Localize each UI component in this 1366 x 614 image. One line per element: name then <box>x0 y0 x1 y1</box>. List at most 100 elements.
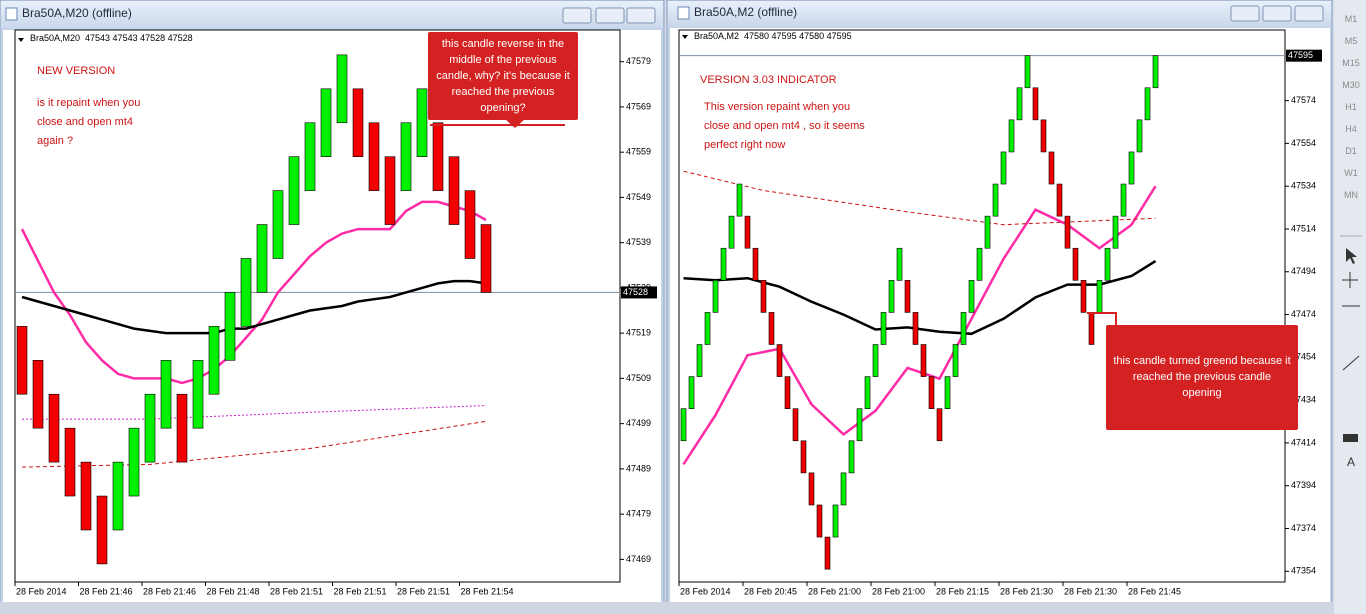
candle <box>272 190 284 259</box>
candle <box>160 359 172 429</box>
close-button[interactable] <box>1294 5 1324 22</box>
collapse-arrow[interactable] <box>682 35 688 39</box>
candle <box>1048 151 1055 185</box>
candle <box>840 472 847 506</box>
x-tick-label: 28 Feb 21:15 <box>936 586 989 596</box>
chart-header: Bra50A,M20 47543 47543 47528 47528 <box>30 33 193 43</box>
candle <box>776 344 783 377</box>
note-title: VERSION 3.03 INDICATOR <box>700 74 837 86</box>
minimize-button[interactable] <box>562 7 592 24</box>
timeframe-button[interactable]: M15 <box>1342 58 1360 68</box>
channel-tool[interactable] <box>1343 434 1358 442</box>
y-tick-label: 47559 <box>626 147 651 157</box>
timeframe-button[interactable]: W1 <box>1344 168 1358 178</box>
x-tick-label: 28 Feb 21:46 <box>80 586 133 596</box>
candle <box>1096 280 1103 313</box>
candle <box>936 408 943 442</box>
cursor-tool[interactable] <box>1346 248 1357 264</box>
candle <box>1112 215 1119 249</box>
candle <box>368 122 380 191</box>
restore-button[interactable] <box>595 7 625 24</box>
candle <box>1064 215 1071 249</box>
candle <box>680 408 687 442</box>
candle <box>808 472 815 506</box>
window-title: Bra50A,M2 (offline) <box>694 5 798 19</box>
candle <box>176 393 188 463</box>
trendline-tool[interactable] <box>1342 355 1360 371</box>
candle <box>352 88 364 157</box>
timeframe-button[interactable]: H1 <box>1345 102 1357 112</box>
candle <box>320 88 332 157</box>
candle <box>1032 87 1039 121</box>
minimize-button[interactable] <box>1230 5 1260 22</box>
indicator-line <box>683 170 1156 226</box>
candle <box>872 344 879 377</box>
candle <box>480 224 492 293</box>
candle <box>224 292 236 361</box>
y-tick-label: 47454 <box>1291 352 1316 362</box>
candle <box>760 280 767 313</box>
candle <box>712 280 719 313</box>
current-price-box <box>1286 49 1322 62</box>
collapse-arrow[interactable] <box>18 38 24 42</box>
note-title: NEW VERSION <box>37 65 116 77</box>
candle <box>1144 87 1151 121</box>
candle <box>384 156 396 225</box>
candle <box>992 183 999 217</box>
text-tool[interactable]: A <box>1347 455 1355 469</box>
side-toolbar <box>1334 0 1366 614</box>
candle <box>904 280 911 313</box>
candle <box>48 393 60 463</box>
candle <box>1088 312 1095 345</box>
x-tick-label: 28 Feb 21:46 <box>143 586 196 596</box>
timeframe-button[interactable]: MN <box>1344 190 1358 200</box>
y-tick-label: 47434 <box>1291 395 1316 405</box>
candle <box>912 312 919 345</box>
candle <box>832 504 839 538</box>
callout-pointer <box>1087 312 1117 325</box>
window-icon <box>677 6 690 20</box>
candle <box>728 215 735 249</box>
y-tick-label: 47579 <box>626 56 651 66</box>
current-price-label: 47528 <box>623 287 648 297</box>
candle <box>952 344 959 377</box>
candle <box>688 376 695 409</box>
crosshair-tool[interactable] <box>1342 272 1358 288</box>
y-tick-label: 47374 <box>1291 523 1316 533</box>
candle <box>784 376 791 409</box>
callout: this candle turned greend because it rea… <box>1106 325 1298 430</box>
timeframe-button[interactable]: M1 <box>1344 14 1358 24</box>
candle <box>432 122 444 191</box>
candle <box>144 393 156 463</box>
timeframe-button[interactable]: H4 <box>1345 124 1357 134</box>
candle <box>704 312 711 345</box>
candle <box>800 440 807 474</box>
y-tick-label: 47569 <box>626 101 651 111</box>
candle <box>744 215 751 249</box>
candle <box>112 461 124 531</box>
restore-button[interactable] <box>1262 5 1292 22</box>
x-tick-label: 28 Feb 21:51 <box>270 586 323 596</box>
candle <box>928 376 935 409</box>
plot-group <box>679 55 1285 570</box>
candle <box>1040 119 1047 153</box>
x-tick-label: 28 Feb 20:45 <box>744 586 797 596</box>
x-tick-label: 28 Feb 21:00 <box>808 586 861 596</box>
timeframe-button[interactable]: M5 <box>1344 36 1358 46</box>
candle <box>1136 119 1143 153</box>
candle <box>960 312 967 345</box>
y-tick-label: 47499 <box>626 418 651 428</box>
candle <box>1120 183 1127 217</box>
timeframe-button[interactable]: M30 <box>1342 80 1360 90</box>
note-text: is it repaint when you close and open mt… <box>37 97 141 147</box>
y-tick-label: 47549 <box>626 192 651 202</box>
x-tick-label: 28 Feb 2014 <box>16 586 67 596</box>
timeframe-button[interactable]: D1 <box>1345 146 1357 156</box>
close-button[interactable] <box>626 7 656 24</box>
y-tick-label: 47519 <box>626 328 651 338</box>
note-text: This version repaint when you close and … <box>704 101 865 151</box>
y-tick-label: 47474 <box>1291 309 1316 319</box>
candle <box>1072 247 1079 281</box>
candle <box>288 156 300 225</box>
